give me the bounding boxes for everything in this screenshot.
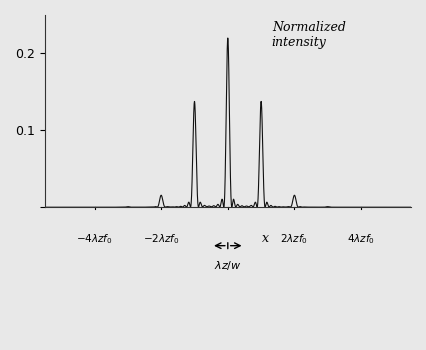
Text: $\lambda z/w$: $\lambda z/w$ [214,259,242,272]
Text: $-4\lambda z f_0$: $-4\lambda z f_0$ [76,232,113,246]
Text: $-2\lambda z f_0$: $-2\lambda z f_0$ [143,232,179,246]
Text: $4\lambda z f_0$: $4\lambda z f_0$ [347,232,375,246]
Text: Normalized
intensity: Normalized intensity [272,21,345,49]
Text: $2\lambda z f_0$: $2\lambda z f_0$ [280,232,308,246]
Text: x: x [262,232,269,245]
